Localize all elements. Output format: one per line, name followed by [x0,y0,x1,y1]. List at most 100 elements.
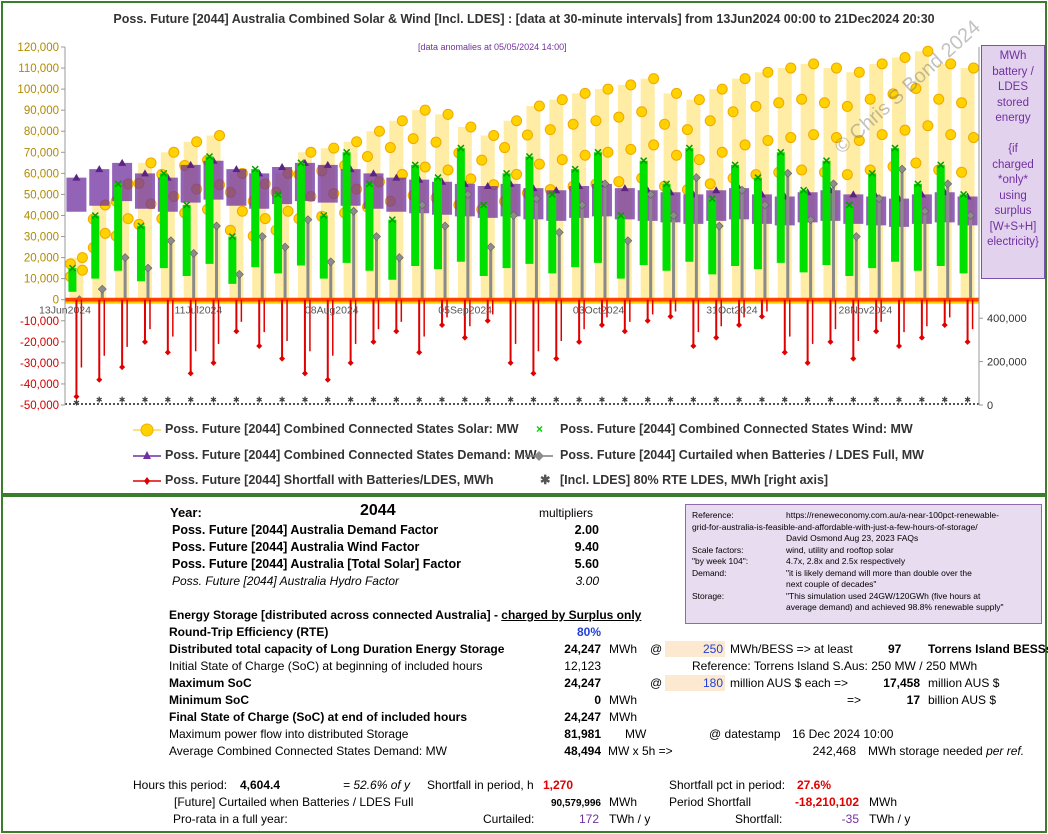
solar-point [361,151,373,163]
curtailed-point [189,248,199,258]
reference-key: Demand: [692,567,727,578]
solar-point [841,169,853,181]
bess-size-highlight [665,641,725,657]
chart-panel: Poss. Future [2044] Australia Combined S… [1,1,1047,495]
ldes-point: ✱ [736,396,743,405]
wind-point [137,222,145,230]
ldes-point: ✱ [233,396,240,405]
ldes-point: ✱ [576,396,583,405]
y-tick-label: 70,000 [24,147,59,159]
ldes-point: ✱ [393,396,400,405]
curtailed-point [783,168,793,178]
y2-tick-label: 200,000 [987,357,1027,369]
solar-point [716,83,728,95]
solar-point [465,121,477,133]
solar-point [808,58,820,70]
solar-point [853,66,865,78]
shortfall-point [164,349,171,356]
shortfall-point [141,338,148,345]
ldes-point: ✱ [804,396,811,405]
solar-point [671,87,683,99]
y2-tick-label: 0 [987,400,993,412]
demand-point [392,173,401,181]
curtailed-point [97,284,107,294]
pct-of-year: = 52.6% of y [343,778,411,792]
capacity-value: 24,247 [564,642,601,656]
shortfall-point [393,328,400,335]
storage-needed-label: MWh storage needed [868,744,983,758]
y-tick-label: -40,000 [20,379,59,391]
demand-point [323,160,332,168]
demand-point [95,165,104,173]
solar-point [704,178,716,190]
curtailed-point [646,189,656,199]
bess-text: MWh/BESS => at least [730,642,853,656]
wind-point [343,148,351,156]
solar-point [396,115,408,127]
demand-factor-label: Poss. Future [2044] Australia Demand Fac… [172,523,439,537]
shortfall-point [553,355,560,362]
solar-point [430,136,442,148]
storage-axis-label-line: MWh [999,50,1027,62]
initial-soc-label: Initial State of Charge (SoC) at beginni… [169,659,483,673]
shortfall-point [690,343,697,350]
datestamp-label: @ datestamp [709,727,781,741]
ldes-point: ✱ [964,396,971,405]
wind-point [388,216,396,224]
solar-point [648,73,660,85]
reference-value: David Osmond Aug 23, 2023 FAQs [786,533,919,543]
solar-point [830,132,842,144]
curtailed-point [143,263,153,273]
ldes-point: ✱ [690,396,697,405]
solar-point [796,164,808,176]
ldes-point: ✱ [347,396,354,405]
x-tick-label: 28Nov2024 [838,305,892,317]
storage-axis-label-box: MWh battery / LDES stored energy {if charged *… [981,45,1045,279]
reference-value: 4.7x, 2.8x and 2.5x respectively [786,556,906,566]
reference-value: grid-for-australia-is-feasible-and-affor… [692,521,978,532]
shortfall-point [347,359,354,366]
curtailed-point [166,236,176,246]
at-sign-2: @ [650,676,663,690]
solar-point [818,97,830,109]
ldes-point: ✱ [599,396,606,405]
solar-point [922,120,934,132]
demand-factor-value: 2.00 [574,523,599,537]
shortfall-hours-label: Shortfall in period, h [427,778,534,792]
hours-label: Hours this period: [133,778,228,792]
solar-point [830,62,842,74]
ldes-point: ✱ [210,396,217,405]
curtailed-point [212,221,221,231]
solar-point [853,135,865,147]
wind-point [503,169,511,177]
bess-size-input[interactable]: 250 [702,642,723,656]
solar-point [968,132,980,144]
wind-point [228,232,236,241]
chart-title: Poss. Future [2044] Australia Combined S… [113,12,935,26]
storage-heading: Energy Storage [distributed across conne… [169,608,641,623]
bess-name: Torrens Island BESSs [928,642,1048,656]
y-tick-label: 110,000 [18,63,59,75]
shortfall-point [507,359,514,366]
solar-point [910,82,922,94]
x-tick-label: 03Oct2024 [573,305,625,317]
storage-needed-text: MWh storage needed per ref. [868,744,1024,759]
cost-each-input[interactable]: 180 [702,676,723,690]
wind-point [205,152,214,161]
solar-point [899,124,911,136]
wind-factor-value: 9.40 [574,540,599,554]
solar-point [681,124,693,136]
solar-point [613,176,625,188]
max-soc-label: Maximum SoC [169,676,252,690]
y-tick-label: 10,000 [24,274,59,286]
year-label: Year: [170,505,202,520]
shortfall-point [119,364,126,371]
solar-point [76,264,88,276]
wind-point [274,190,282,198]
legend-solar-label: Poss. Future [2044] Combined Connected S… [165,422,519,436]
ldes-point: ✱ [850,396,857,405]
ldes-point: ✱ [873,396,880,405]
ldes-point: ✱ [644,396,651,405]
avg-demand-unit: MW x 5h => [608,744,673,758]
wind-point [183,201,191,209]
